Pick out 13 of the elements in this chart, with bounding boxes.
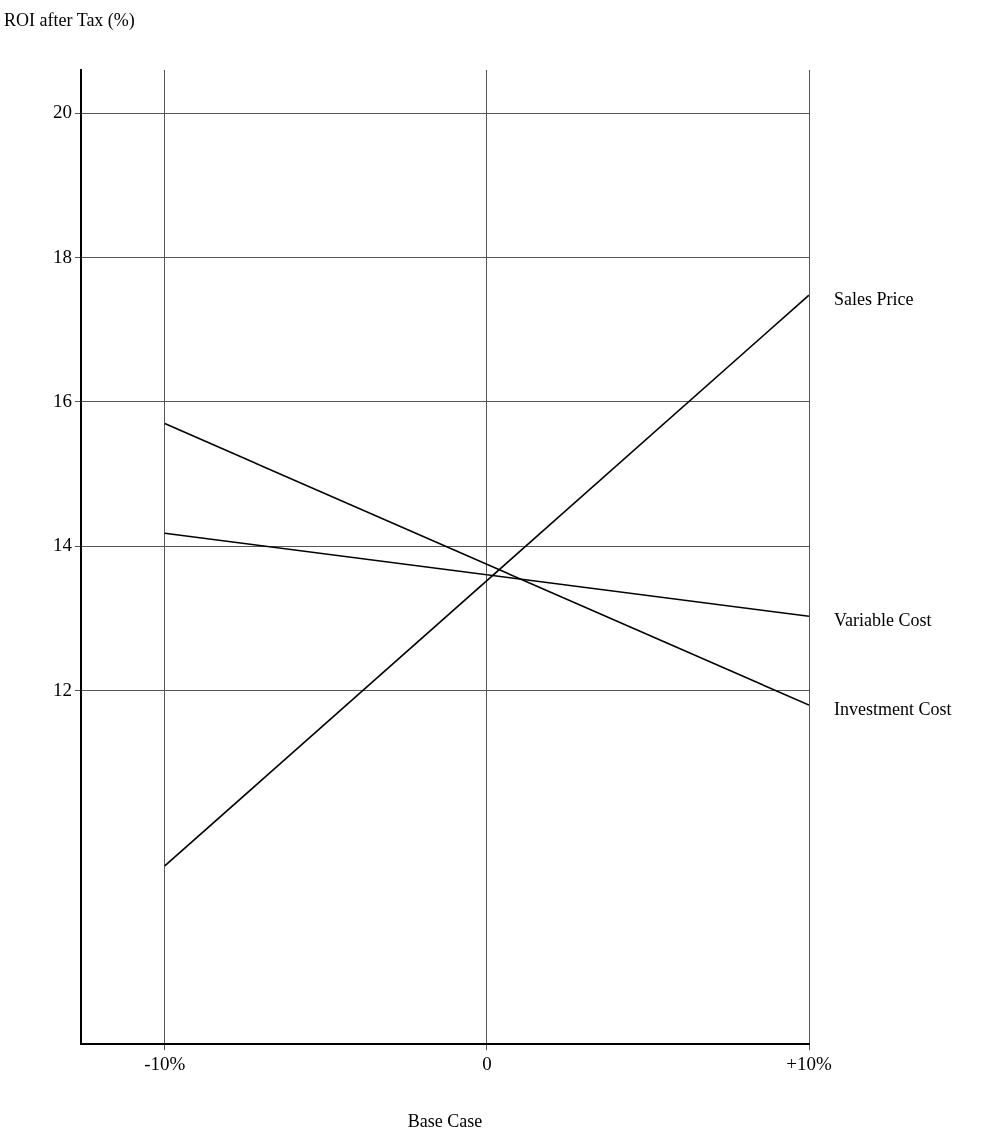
y-tick-label: 12 (53, 678, 72, 700)
y-tick-label: 14 (53, 534, 73, 556)
x-axis-title: Base Case (407, 1110, 483, 1131)
series-label: Investment Cost (834, 698, 952, 719)
x-tick-label: +10% (786, 1052, 832, 1074)
y-axis-title: ROI after Tax (%) (4, 9, 135, 31)
series-label: Variable Cost (834, 610, 932, 631)
series-label: Sales Price (834, 288, 914, 309)
y-tick-label: 18 (53, 245, 72, 267)
y-tick-label: 16 (53, 389, 72, 411)
x-tick-label: -10% (144, 1052, 186, 1074)
y-tick-label: 20 (53, 101, 72, 123)
x-tick-label: 0 (482, 1052, 492, 1074)
